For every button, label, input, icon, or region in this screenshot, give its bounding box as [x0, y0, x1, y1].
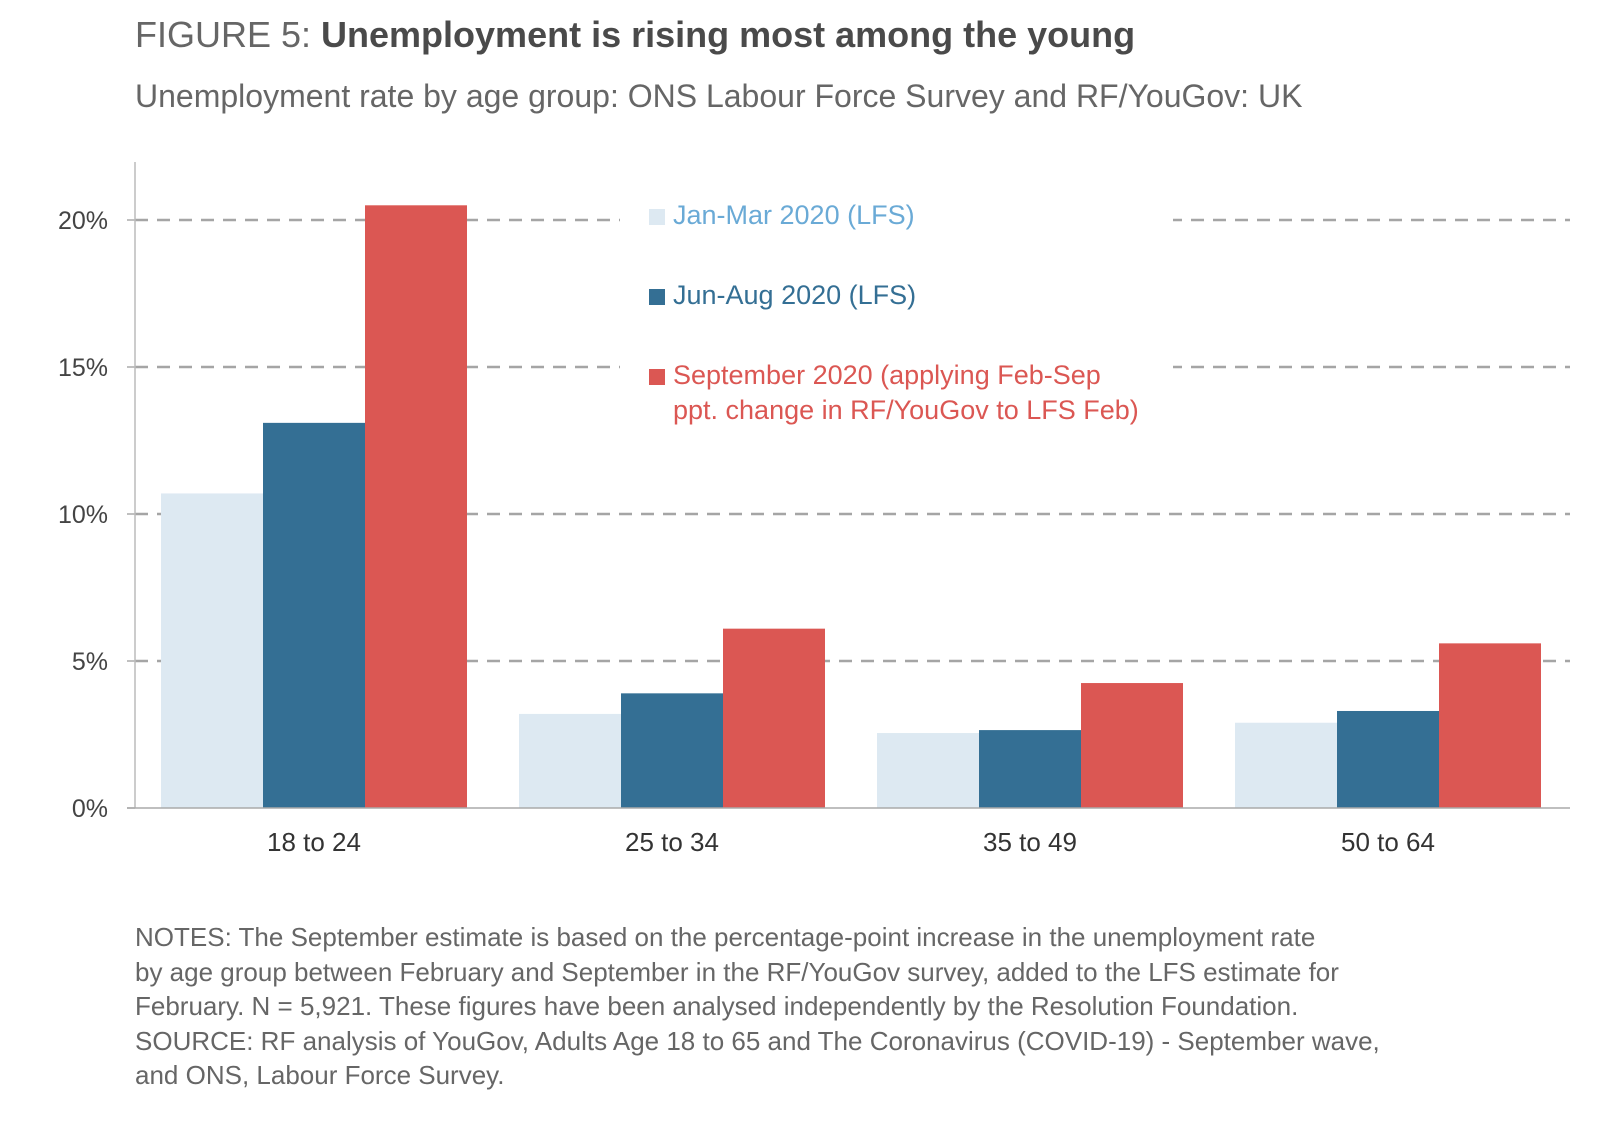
notes-line: NOTES: The September estimate is based o… — [135, 922, 1316, 952]
x-tick-label: 25 to 34 — [625, 827, 719, 857]
source-line: and ONS, Labour Force Survey. — [135, 1060, 505, 1090]
bar-2-25-to-34 — [621, 693, 723, 808]
notes-line: February. N = 5,921. These figures have … — [135, 991, 1299, 1021]
bar-chart: 0% 5% 10% 15% 20% 18 to 24 25 to 34 35 to 49 50 … — [58, 162, 1570, 857]
y-tick-label: 20% — [58, 207, 108, 235]
figure-title: FIGURE 5: Unemployment is rising most am… — [135, 14, 1135, 56]
figure-title-text: Unemployment is rising most among the yo… — [321, 14, 1136, 55]
bar-3-18-to-24 — [365, 205, 467, 809]
y-tick-label: 0% — [72, 795, 108, 823]
bar-3-50-to-64 — [1439, 643, 1541, 808]
y-tick-label: 5% — [72, 648, 108, 676]
legend-swatch — [649, 289, 665, 305]
figure-subtitle: Unemployment rate by age group: ONS Labo… — [135, 78, 1303, 114]
legend-swatch — [649, 209, 665, 225]
notes: NOTES: The September estimate is based o… — [135, 920, 1555, 1093]
notes-line: by age group between February and Septem… — [135, 956, 1339, 987]
legend-swatch — [649, 369, 665, 385]
legend-label: Jun-Aug 2020 (LFS) — [673, 280, 916, 310]
x-tick-label: 50 to 64 — [1341, 827, 1435, 857]
bar-1-18-to-24 — [161, 493, 263, 808]
bar-3-35-to-49 — [1081, 683, 1183, 808]
figure-label: FIGURE 5: — [135, 14, 322, 55]
bar-2-35-to-49 — [979, 730, 1081, 808]
x-tick-label: 18 to 24 — [267, 827, 361, 857]
source-line: SOURCE: RF analysis of YouGov, Adults Ag… — [135, 1025, 1380, 1056]
bar-2-50-to-64 — [1337, 710, 1439, 808]
bar-1-50-to-64 — [1235, 722, 1337, 808]
legend-label: ppt. change in RF/YouGov to LFS Feb) — [673, 395, 1139, 425]
legend-label: September 2020 (applying Feb-Sep — [673, 360, 1101, 390]
bar-1-35-to-49 — [877, 733, 979, 808]
x-tick-label: 35 to 49 — [983, 827, 1077, 857]
legend-background — [620, 185, 1173, 425]
bar-1-25-to-34 — [519, 713, 621, 808]
y-tick-label: 10% — [58, 501, 108, 529]
bar-2-18-to-24 — [263, 422, 365, 808]
legend-label: Jan-Mar 2020 (LFS) — [673, 200, 915, 230]
bar-3-25-to-34 — [723, 628, 825, 808]
y-tick-label: 15% — [58, 354, 108, 382]
